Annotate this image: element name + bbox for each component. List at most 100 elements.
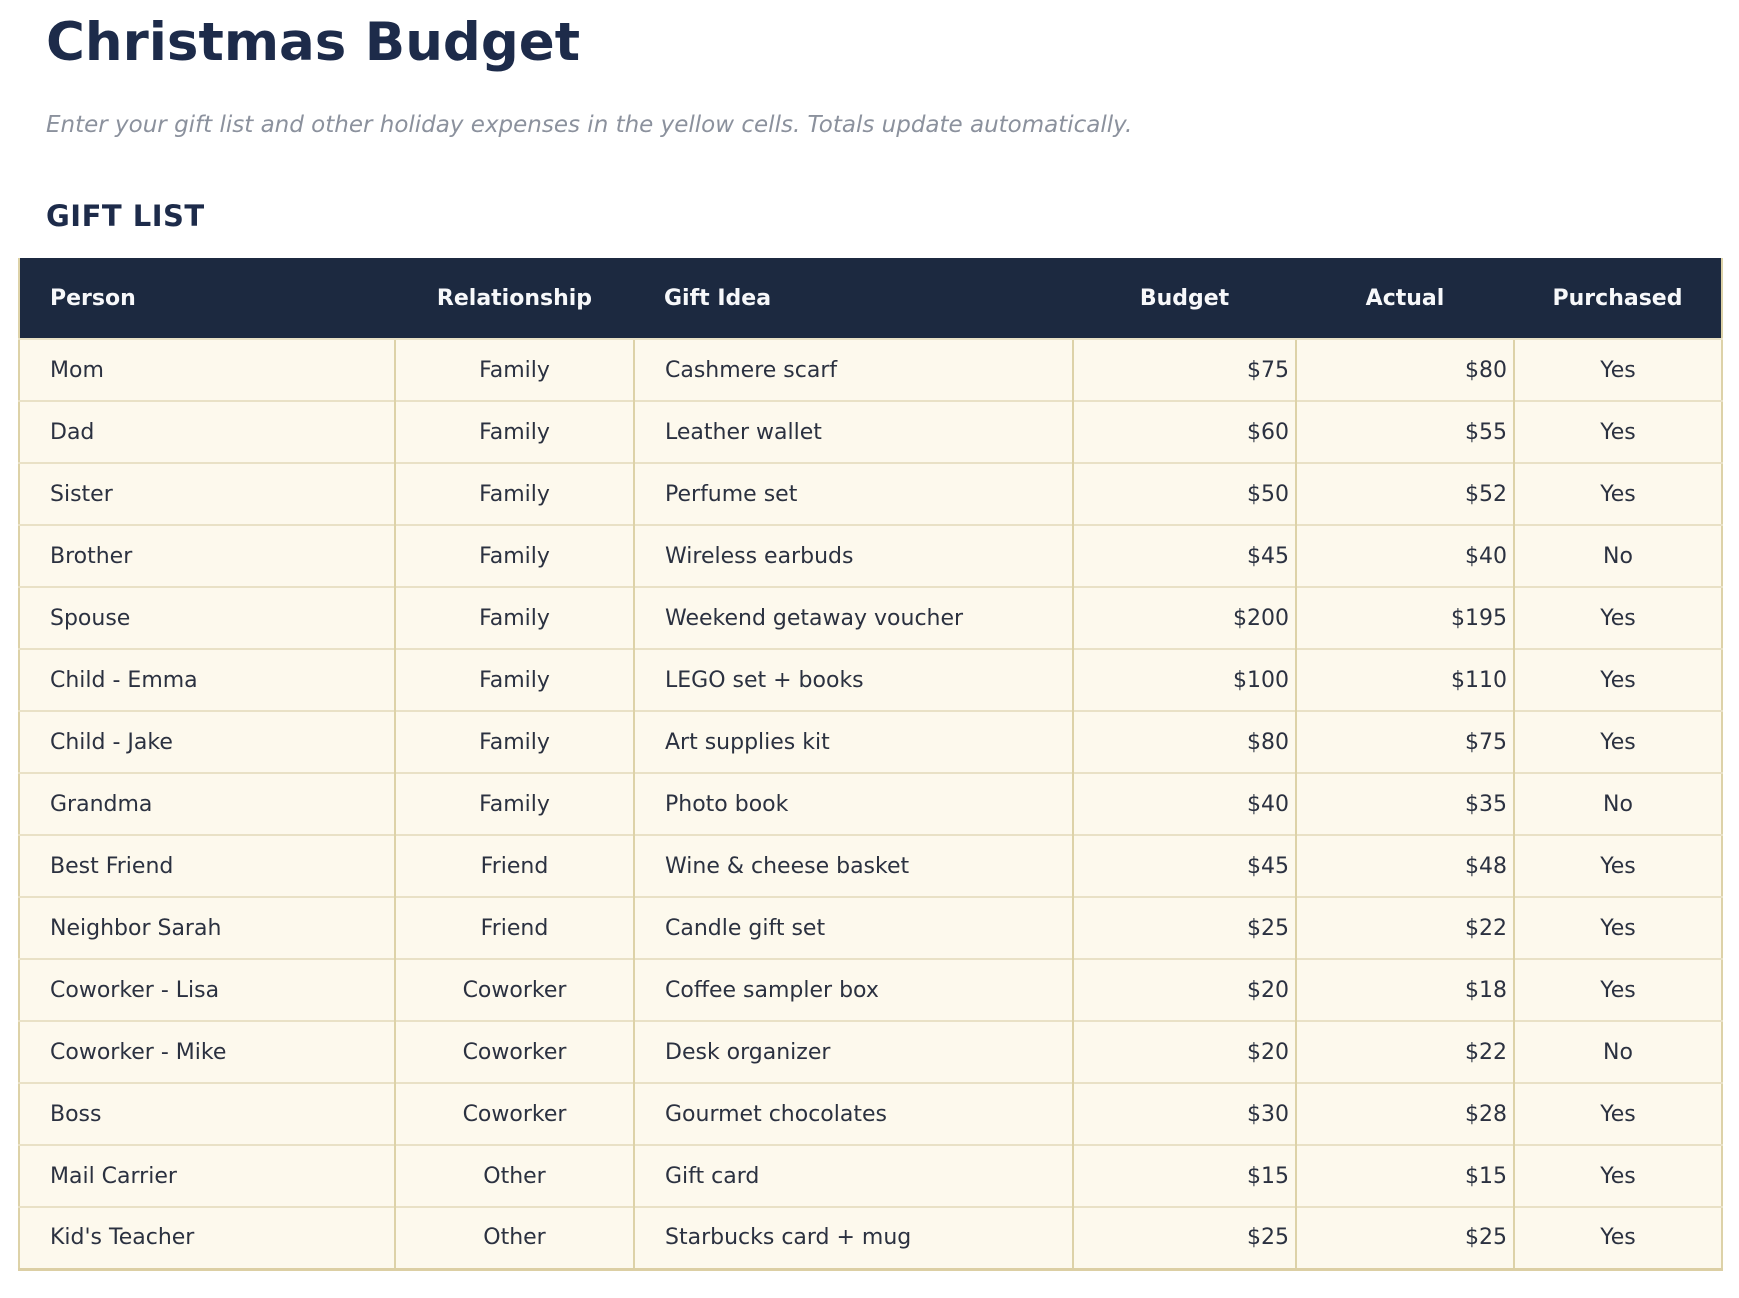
- gift-table-row: Grandma Family Photo book $40 $35 No: [19, 772, 1722, 836]
- purchased-cell[interactable]: Yes: [1513, 400, 1722, 464]
- person-cell[interactable]: Brother: [19, 524, 395, 588]
- header-cell-person: Person: [19, 258, 395, 340]
- budget-cell[interactable]: $45: [1072, 524, 1296, 588]
- actual-cell[interactable]: $80: [1295, 338, 1514, 402]
- actual-cell[interactable]: $48: [1295, 834, 1514, 898]
- header-cell-actual: Actual: [1296, 258, 1514, 340]
- budget-cell[interactable]: $25: [1072, 896, 1296, 960]
- budget-cell[interactable]: $75: [1072, 338, 1296, 402]
- gift-idea-cell[interactable]: Cashmere scarf: [633, 338, 1073, 402]
- gift-idea-cell[interactable]: Photo book: [633, 772, 1073, 836]
- person-cell[interactable]: Child - Jake: [19, 710, 395, 774]
- actual-cell[interactable]: $35: [1295, 772, 1514, 836]
- relationship-cell[interactable]: Coworker: [394, 1082, 634, 1146]
- gift-table-row: Child - Emma Family LEGO set + books $10…: [19, 648, 1722, 712]
- person-cell[interactable]: Mail Carrier: [19, 1144, 395, 1208]
- header-cell-budget: Budget: [1073, 258, 1296, 340]
- relationship-cell[interactable]: Other: [394, 1206, 634, 1270]
- relationship-cell[interactable]: Family: [394, 462, 634, 526]
- gift-idea-cell[interactable]: Candle gift set: [633, 896, 1073, 960]
- person-cell[interactable]: Dad: [19, 400, 395, 464]
- actual-cell[interactable]: $195: [1295, 586, 1514, 650]
- purchased-cell[interactable]: Yes: [1513, 1082, 1722, 1146]
- purchased-cell[interactable]: No: [1513, 1020, 1722, 1084]
- budget-cell[interactable]: $60: [1072, 400, 1296, 464]
- purchased-cell[interactable]: Yes: [1513, 834, 1722, 898]
- person-cell[interactable]: Sister: [19, 462, 395, 526]
- gift-idea-cell[interactable]: Weekend getaway voucher: [633, 586, 1073, 650]
- gift-table-row: Sister Family Perfume set $50 $52 Yes: [19, 462, 1722, 526]
- actual-cell[interactable]: $25: [1295, 1206, 1514, 1270]
- person-cell[interactable]: Mom: [19, 338, 395, 402]
- person-cell[interactable]: Coworker - Lisa: [19, 958, 395, 1022]
- person-cell[interactable]: Best Friend: [19, 834, 395, 898]
- person-cell[interactable]: Neighbor Sarah: [19, 896, 395, 960]
- header-cell-purchased: Purchased: [1514, 258, 1722, 340]
- budget-cell[interactable]: $200: [1072, 586, 1296, 650]
- gift-idea-cell[interactable]: Art supplies kit: [633, 710, 1073, 774]
- gift-idea-cell[interactable]: Wireless earbuds: [633, 524, 1073, 588]
- purchased-cell[interactable]: Yes: [1513, 1144, 1722, 1208]
- relationship-cell[interactable]: Family: [394, 772, 634, 836]
- purchased-cell[interactable]: No: [1513, 524, 1722, 588]
- relationship-cell[interactable]: Coworker: [394, 958, 634, 1022]
- budget-cell[interactable]: $20: [1072, 1020, 1296, 1084]
- actual-cell[interactable]: $110: [1295, 648, 1514, 712]
- person-cell[interactable]: Kid's Teacher: [19, 1206, 395, 1270]
- budget-cell[interactable]: $50: [1072, 462, 1296, 526]
- actual-cell[interactable]: $75: [1295, 710, 1514, 774]
- purchased-cell[interactable]: Yes: [1513, 710, 1722, 774]
- purchased-cell[interactable]: Yes: [1513, 1206, 1722, 1270]
- person-cell[interactable]: Boss: [19, 1082, 395, 1146]
- person-cell[interactable]: Child - Emma: [19, 648, 395, 712]
- gift-idea-cell[interactable]: Perfume set: [633, 462, 1073, 526]
- gift-idea-cell[interactable]: Coffee sampler box: [633, 958, 1073, 1022]
- person-cell[interactable]: Coworker - Mike: [19, 1020, 395, 1084]
- actual-cell[interactable]: $52: [1295, 462, 1514, 526]
- person-cell[interactable]: Grandma: [19, 772, 395, 836]
- purchased-cell[interactable]: Yes: [1513, 648, 1722, 712]
- purchased-cell[interactable]: Yes: [1513, 338, 1722, 402]
- gift-idea-cell[interactable]: Starbucks card + mug: [633, 1206, 1073, 1270]
- relationship-cell[interactable]: Family: [394, 400, 634, 464]
- person-cell[interactable]: Spouse: [19, 586, 395, 650]
- gift-table-row: Neighbor Sarah Friend Candle gift set $2…: [19, 896, 1722, 960]
- relationship-cell[interactable]: Other: [394, 1144, 634, 1208]
- gift-idea-cell[interactable]: Gift card: [633, 1144, 1073, 1208]
- relationship-cell[interactable]: Family: [394, 710, 634, 774]
- actual-cell[interactable]: $22: [1295, 896, 1514, 960]
- gift-idea-cell[interactable]: Desk organizer: [633, 1020, 1073, 1084]
- actual-cell[interactable]: $15: [1295, 1144, 1514, 1208]
- actual-cell[interactable]: $28: [1295, 1082, 1514, 1146]
- gift-idea-cell[interactable]: Leather wallet: [633, 400, 1073, 464]
- budget-cell[interactable]: $100: [1072, 648, 1296, 712]
- budget-cell[interactable]: $20: [1072, 958, 1296, 1022]
- relationship-cell[interactable]: Family: [394, 338, 634, 402]
- gift-table-row: Coworker - Lisa Coworker Coffee sampler …: [19, 958, 1722, 1022]
- budget-cell[interactable]: $30: [1072, 1082, 1296, 1146]
- gift-table-row: Spouse Family Weekend getaway voucher $2…: [19, 586, 1722, 650]
- budget-cell[interactable]: $80: [1072, 710, 1296, 774]
- relationship-cell[interactable]: Coworker: [394, 1020, 634, 1084]
- gift-idea-cell[interactable]: Wine & cheese basket: [633, 834, 1073, 898]
- purchased-cell[interactable]: Yes: [1513, 958, 1722, 1022]
- relationship-cell[interactable]: Friend: [394, 896, 634, 960]
- budget-cell[interactable]: $40: [1072, 772, 1296, 836]
- actual-cell[interactable]: $40: [1295, 524, 1514, 588]
- relationship-cell[interactable]: Family: [394, 524, 634, 588]
- purchased-cell[interactable]: Yes: [1513, 896, 1722, 960]
- gift-idea-cell[interactable]: Gourmet chocolates: [633, 1082, 1073, 1146]
- purchased-cell[interactable]: Yes: [1513, 586, 1722, 650]
- budget-cell[interactable]: $25: [1072, 1206, 1296, 1270]
- relationship-cell[interactable]: Family: [394, 648, 634, 712]
- gift-idea-cell[interactable]: LEGO set + books: [633, 648, 1073, 712]
- purchased-cell[interactable]: No: [1513, 772, 1722, 836]
- actual-cell[interactable]: $22: [1295, 1020, 1514, 1084]
- budget-cell[interactable]: $45: [1072, 834, 1296, 898]
- relationship-cell[interactable]: Friend: [394, 834, 634, 898]
- relationship-cell[interactable]: Family: [394, 586, 634, 650]
- purchased-cell[interactable]: Yes: [1513, 462, 1722, 526]
- actual-cell[interactable]: $55: [1295, 400, 1514, 464]
- actual-cell[interactable]: $18: [1295, 958, 1514, 1022]
- budget-cell[interactable]: $15: [1072, 1144, 1296, 1208]
